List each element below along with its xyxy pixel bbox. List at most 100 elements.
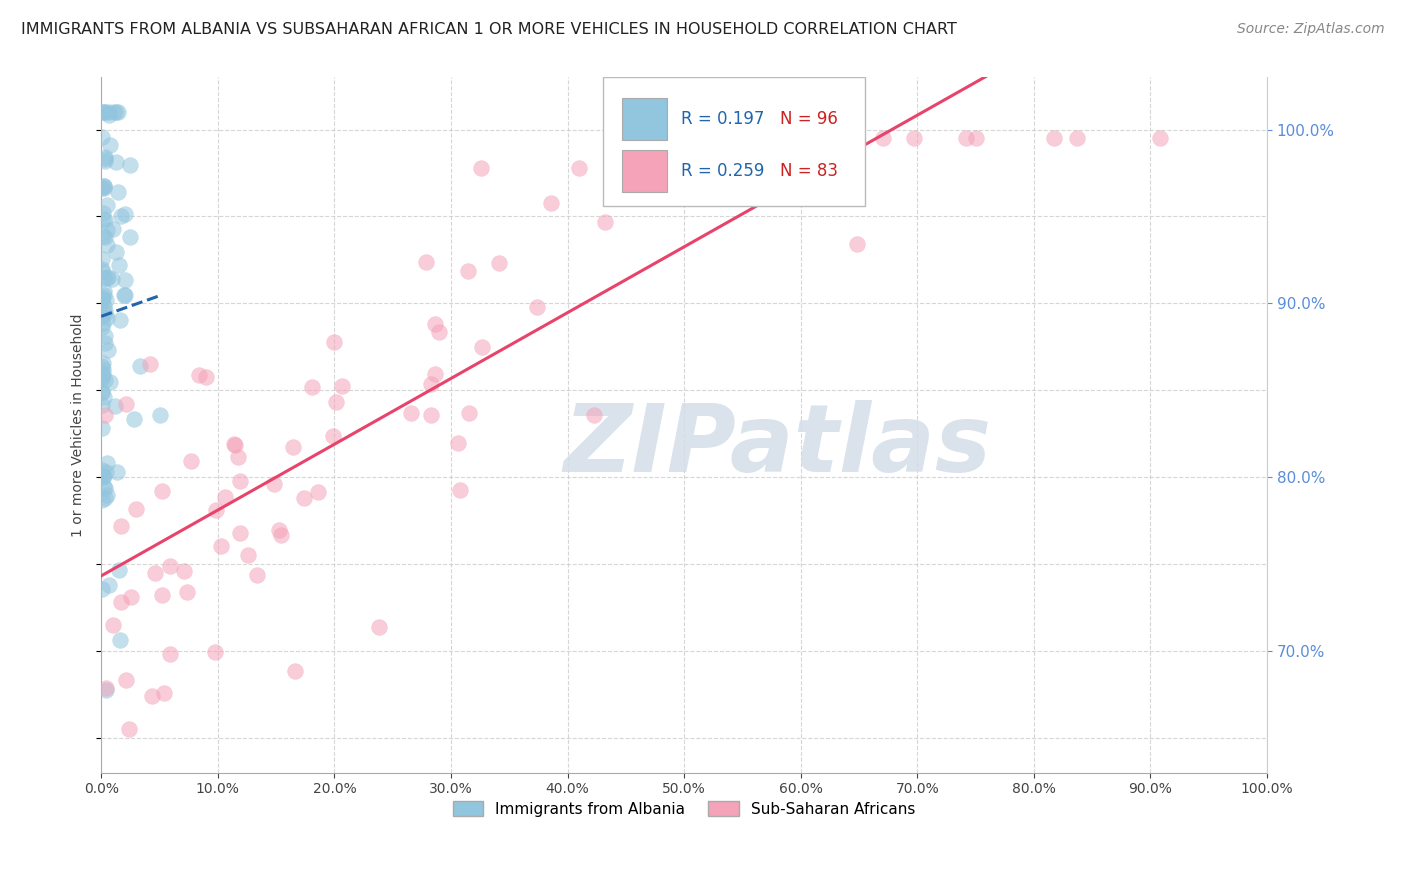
Point (97, 269, 120, 284)
Point (180, 454, 202, 468)
Point (325, 395, 347, 409)
Point (267, 523, 290, 537)
Point (224, 438, 246, 452)
Point (91, 421, 114, 435)
Point (96, 311, 118, 326)
Point (91, 372, 114, 386)
Point (686, 138, 709, 153)
Text: ZIPatlas: ZIPatlas (564, 400, 991, 492)
Point (91, 398, 114, 412)
Bar (623, 151, 666, 192)
Point (98, 108, 121, 122)
Point (222, 437, 245, 451)
Point (204, 645, 226, 659)
Point (94, 335, 117, 350)
Point (246, 568, 269, 582)
Point (229, 474, 252, 488)
Point (91, 384, 114, 399)
Point (94, 105, 117, 120)
Point (1066, 131, 1088, 145)
Point (776, 131, 799, 145)
Point (91, 105, 114, 120)
Point (94, 481, 117, 495)
Point (91, 129, 114, 144)
Point (91, 252, 114, 267)
Point (785, 131, 807, 145)
Point (114, 273, 136, 287)
Point (93, 105, 115, 120)
Point (159, 559, 181, 574)
Point (322, 429, 344, 443)
Point (94, 491, 117, 505)
Point (93, 408, 115, 422)
Point (846, 237, 869, 252)
Point (488, 256, 510, 270)
Point (263, 476, 285, 491)
Point (104, 105, 127, 120)
Point (139, 357, 162, 371)
Point (872, 131, 894, 145)
Point (124, 502, 146, 516)
Point (457, 405, 479, 419)
Point (118, 158, 141, 172)
Point (903, 131, 925, 145)
Point (593, 215, 616, 229)
Point (582, 408, 605, 422)
Point (107, 186, 129, 200)
Point (93, 284, 115, 298)
Point (91, 356, 114, 370)
Point (91, 463, 114, 477)
Point (110, 519, 132, 533)
Point (292, 491, 315, 505)
Point (283, 440, 305, 454)
Point (229, 526, 252, 541)
Point (94, 329, 117, 343)
Point (118, 723, 141, 737)
Point (641, 136, 664, 151)
Point (449, 483, 471, 497)
Point (471, 340, 494, 354)
Point (115, 673, 138, 687)
Point (96, 223, 118, 237)
Bar (623, 98, 666, 140)
Point (98, 375, 121, 389)
Point (93, 390, 115, 404)
Point (93, 288, 115, 302)
Point (112, 287, 135, 301)
Point (93, 213, 115, 227)
Point (91, 469, 114, 483)
Point (91, 368, 114, 382)
Point (101, 272, 124, 286)
Point (283, 664, 305, 678)
Point (122, 412, 145, 426)
Point (91, 384, 114, 399)
Point (96, 488, 118, 502)
Point (93, 480, 115, 494)
Point (91, 292, 114, 306)
Point (91, 261, 114, 276)
Point (401, 406, 423, 420)
Point (93, 299, 115, 313)
Point (91, 316, 114, 330)
Point (965, 131, 987, 145)
Point (96, 293, 118, 308)
Point (104, 245, 127, 260)
Point (108, 258, 131, 272)
Point (96, 465, 118, 479)
Point (110, 594, 132, 608)
Point (447, 436, 470, 450)
Point (93, 179, 115, 194)
Point (94, 373, 117, 387)
Point (307, 485, 329, 500)
Point (226, 450, 249, 464)
Point (94, 682, 117, 697)
Point (110, 633, 132, 648)
Point (772, 131, 794, 145)
Point (159, 647, 181, 661)
Point (93, 178, 115, 193)
Point (526, 300, 548, 314)
Point (176, 585, 198, 599)
Point (96, 456, 118, 470)
Point (114, 288, 136, 302)
Point (94, 150, 117, 164)
